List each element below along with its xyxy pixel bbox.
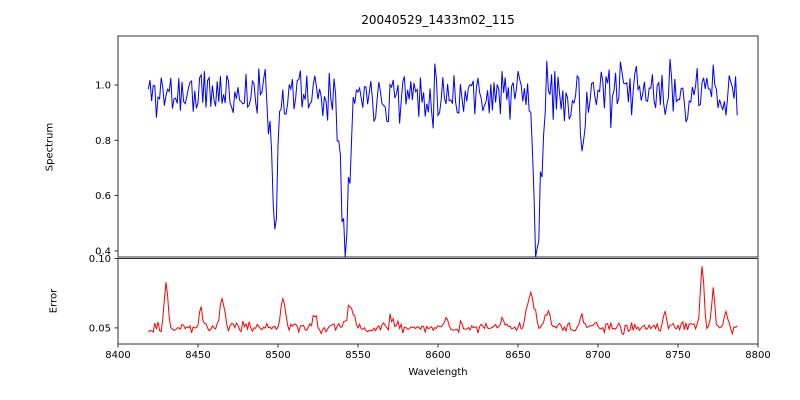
- svg-text:8750: 8750: [665, 350, 690, 361]
- svg-text:8650: 8650: [505, 350, 530, 361]
- x-axis-label: Wavelength: [408, 367, 468, 378]
- svg-text:8600: 8600: [425, 350, 450, 361]
- svg-text:0.6: 0.6: [95, 191, 111, 202]
- svg-text:0.8: 0.8: [95, 136, 111, 147]
- svg-text:0.4: 0.4: [95, 246, 111, 257]
- svg-text:1.0: 1.0: [95, 80, 111, 91]
- svg-text:8500: 8500: [265, 350, 290, 361]
- svg-text:8800: 8800: [745, 350, 770, 361]
- svg-text:8550: 8550: [345, 350, 370, 361]
- svg-text:0.10: 0.10: [89, 254, 111, 265]
- svg-text:0.05: 0.05: [89, 323, 111, 334]
- svg-text:8450: 8450: [185, 350, 210, 361]
- svg-text:8700: 8700: [585, 350, 610, 361]
- chart-title: 20040529_1433m02_115: [361, 13, 515, 27]
- svg-text:8400: 8400: [105, 350, 130, 361]
